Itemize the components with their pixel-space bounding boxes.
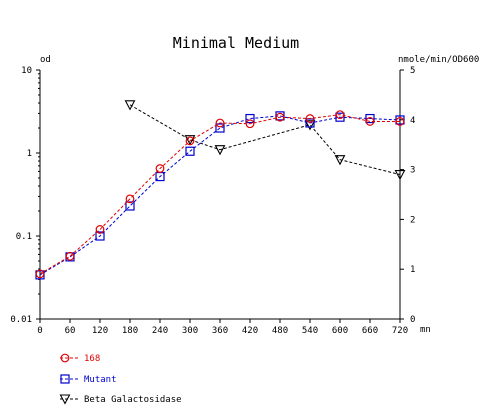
data-point xyxy=(395,117,405,126)
x-tick-label: 240 xyxy=(152,326,168,336)
x-tick-label: 120 xyxy=(92,326,108,336)
data-point xyxy=(245,113,255,124)
series-layer xyxy=(35,100,406,280)
data-point xyxy=(305,114,315,123)
data-point xyxy=(95,231,105,241)
y-right-tick-label: 2 xyxy=(410,215,415,225)
y-left-tick-label: 1 xyxy=(27,149,32,159)
data-point xyxy=(95,225,105,234)
data-point xyxy=(365,117,375,126)
legend: 168 Mutant Beta Galactosidase xyxy=(59,353,182,405)
legend-label: 168 xyxy=(84,354,100,364)
x-tick-label: 180 xyxy=(122,326,138,336)
y-left-tick-label: 10 xyxy=(21,66,32,76)
y-left-tick-label: 0.1 xyxy=(16,232,32,242)
data-point xyxy=(65,251,75,261)
data-point xyxy=(35,269,45,279)
y-right-tick-label: 4 xyxy=(410,116,415,126)
series-line xyxy=(39,115,401,276)
legend-marker xyxy=(60,374,70,384)
series-line xyxy=(129,104,401,176)
legend-marker xyxy=(59,394,71,405)
legend-label: Beta Galactosidase xyxy=(84,395,182,405)
data-point xyxy=(125,194,135,204)
y-left-tick-label: 0.01 xyxy=(10,315,32,325)
data-point xyxy=(215,118,225,128)
data-point xyxy=(334,155,346,166)
data-point xyxy=(214,145,226,156)
y-right-axis-ticks: 5 4 3 2 1 0 xyxy=(400,66,415,325)
x-tick-label: 480 xyxy=(272,326,288,336)
y-right-tick-label: 3 xyxy=(410,166,415,176)
data-point xyxy=(304,120,316,131)
data-point xyxy=(394,170,406,181)
x-tick-label: 660 xyxy=(362,326,378,336)
data-point xyxy=(185,136,195,146)
x-axis-label: mn xyxy=(420,325,431,335)
data-point xyxy=(245,119,255,129)
y-right-tick-label: 5 xyxy=(410,66,415,76)
data-point xyxy=(125,201,135,211)
series-line xyxy=(39,114,400,275)
data-point xyxy=(275,112,285,122)
x-tick-label: 420 xyxy=(242,326,258,336)
series-triangle-down xyxy=(124,100,406,181)
data-point xyxy=(185,146,195,156)
y-right-tick-label: 1 xyxy=(410,265,415,275)
data-point xyxy=(184,135,196,146)
x-tick-label: 0 xyxy=(37,326,42,336)
y-right-axis-label: nmole/min/OD600 xyxy=(398,55,479,65)
data-point xyxy=(335,110,345,120)
x-tick-label: 300 xyxy=(182,326,198,336)
x-tick-label: 360 xyxy=(212,326,228,336)
data-point xyxy=(124,100,136,111)
legend-marker xyxy=(60,353,70,363)
chart-title: Minimal Medium xyxy=(173,34,299,52)
x-axis-ticks: 0 60 120 180 240 300 360 420 480 540 600 660 720 xyxy=(37,319,408,336)
y-right-tick-label: 0 xyxy=(410,315,415,325)
legend-label: Mutant xyxy=(84,375,117,385)
series-square xyxy=(35,111,405,280)
y-left-axis-label: od xyxy=(40,55,51,65)
data-point xyxy=(365,113,375,124)
y-left-axis-ticks: 10 1 0.1 0.01 xyxy=(10,66,40,325)
x-tick-label: 60 xyxy=(65,326,76,336)
data-point xyxy=(335,112,345,122)
data-point xyxy=(155,164,165,173)
data-point xyxy=(215,123,225,133)
series-circle xyxy=(35,110,405,279)
x-tick-label: 720 xyxy=(392,326,408,336)
x-tick-label: 600 xyxy=(332,326,348,336)
x-tick-label: 540 xyxy=(302,326,318,336)
